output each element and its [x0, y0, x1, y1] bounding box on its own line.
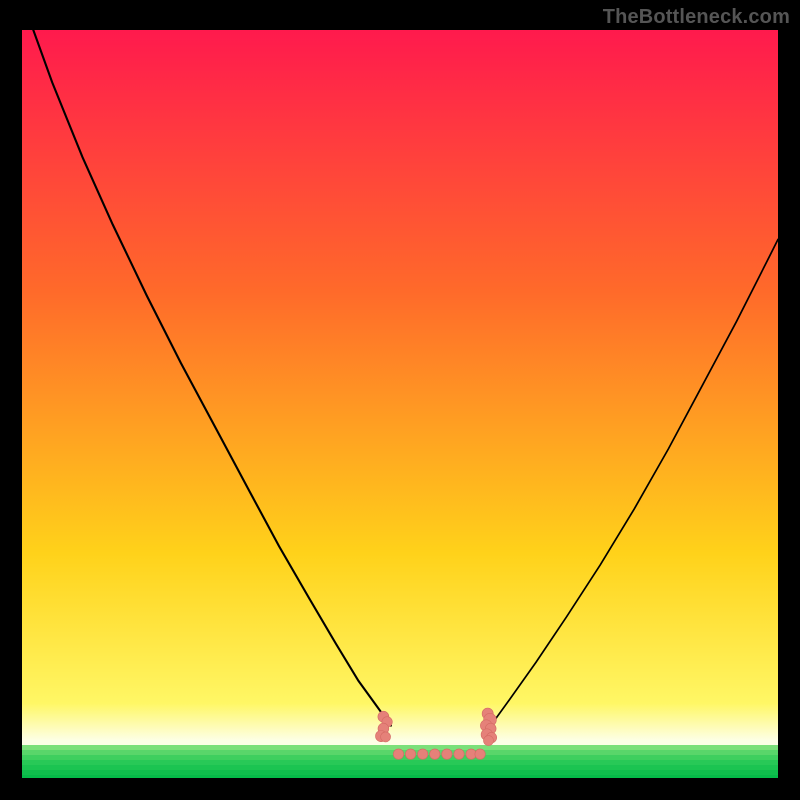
marker-dot	[442, 749, 452, 759]
plot-area	[22, 30, 778, 778]
chart-overlay	[22, 30, 778, 778]
marker-dot	[430, 749, 440, 759]
marker-dot	[405, 749, 415, 759]
marker-dot	[454, 749, 464, 759]
marker-dot	[393, 749, 403, 759]
marker-group	[376, 708, 497, 759]
marker-dot	[484, 736, 494, 746]
curve-left	[33, 30, 391, 726]
stage: TheBottleneck.com	[0, 0, 800, 800]
marker-dot	[475, 749, 485, 759]
marker-dot	[381, 732, 391, 742]
marker-dot	[418, 749, 428, 759]
watermark-text: TheBottleneck.com	[603, 6, 790, 29]
curve-right	[491, 239, 778, 725]
